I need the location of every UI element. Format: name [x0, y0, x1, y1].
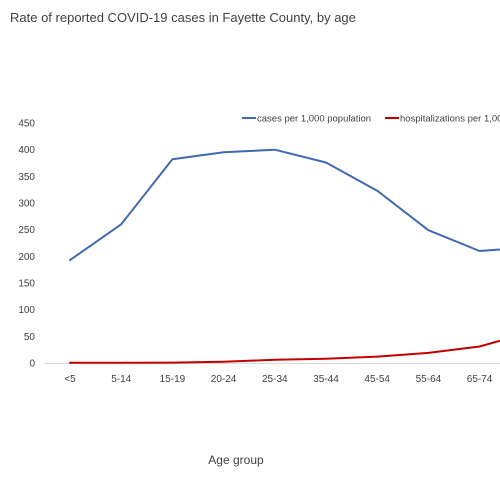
- x-axis-tick-labels: <5 5-14 15-19 20-24 25-34 35-44 45-54 55-64 65-7…: [64, 374, 493, 385]
- y-tick-label: 350: [18, 172, 35, 183]
- y-tick-label: 0: [29, 359, 35, 370]
- series-lines: [69, 148, 500, 364]
- y-tick-label: 250: [18, 225, 35, 236]
- y-tick-label: 200: [18, 252, 35, 263]
- x-tick-label: 15-19: [160, 374, 186, 385]
- y-axis-tick-labels: 0 50 100 150 200 250 300 350 400 450: [18, 119, 35, 370]
- series-line-cases: [69, 148, 500, 262]
- x-tick-label: 65-74: [467, 374, 493, 385]
- x-tick-label: 5-14: [111, 374, 131, 385]
- y-tick-label: 400: [18, 145, 35, 156]
- x-tick-label: 45-54: [364, 374, 390, 385]
- legend-label: cases per 1,000 population: [257, 114, 371, 125]
- x-axis-title: Age group: [208, 453, 264, 467]
- x-tick-label: 35-44: [313, 374, 339, 385]
- y-tick-label: 100: [18, 305, 35, 316]
- y-tick-label: 450: [18, 119, 35, 130]
- y-tick-label: 300: [18, 199, 35, 210]
- y-tick-label: 150: [18, 279, 35, 290]
- legend-label: hospitalizations per 1,000 population: [400, 114, 500, 125]
- y-tick-label: 50: [24, 332, 36, 343]
- x-tick-label: 20-24: [211, 374, 237, 385]
- legend: cases per 1,000 population hospitalizatio…: [242, 114, 500, 125]
- x-tick-label: 55-64: [416, 374, 442, 385]
- series-line-hospitalizations: [69, 339, 500, 364]
- chart-title: Rate of reported COVID-19 cases in Fayet…: [10, 10, 356, 25]
- x-tick-label: 25-34: [262, 374, 288, 385]
- x-tick-label: <5: [64, 374, 76, 385]
